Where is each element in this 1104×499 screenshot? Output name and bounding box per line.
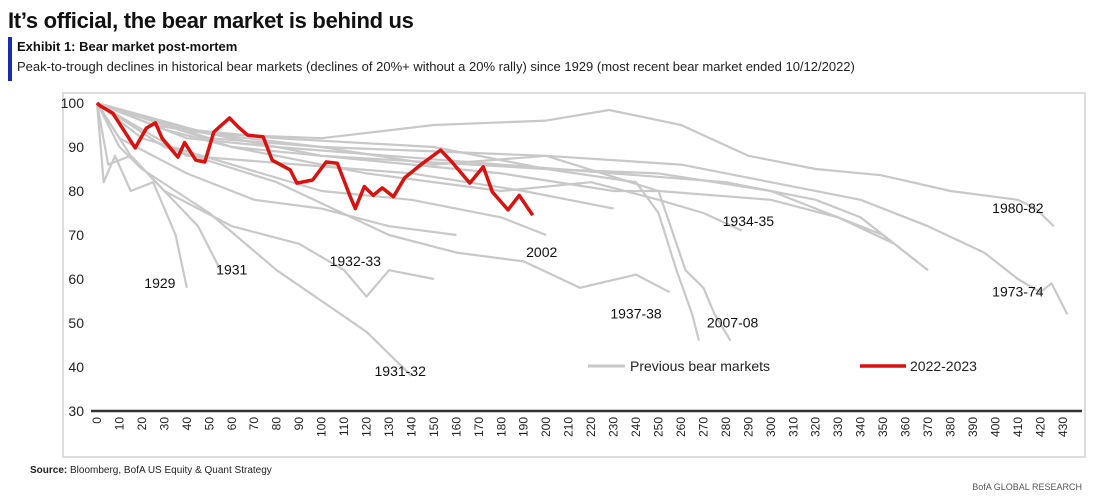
- x-tick-label: 20: [135, 417, 149, 431]
- x-tick-label: 40: [180, 417, 194, 431]
- series-annotation: 1931: [216, 262, 247, 278]
- series-annotation: 2002: [526, 244, 557, 260]
- x-tick-label: 380: [943, 417, 957, 437]
- source-note: Source: Bloomberg, BofA US Equity & Quan…: [30, 465, 272, 476]
- x-tick-label: 370: [921, 417, 935, 437]
- x-tick-label: 110: [337, 417, 351, 436]
- x-tick-label: 100: [315, 417, 329, 437]
- previous-bear-market-line: [96, 102, 457, 237]
- y-tick-label: 30: [68, 403, 84, 419]
- x-tick-label: 220: [584, 417, 598, 437]
- chart-frame: [62, 92, 1086, 458]
- x-tick-label: 160: [449, 417, 463, 437]
- previous-bear-market-line: [96, 101, 929, 272]
- x-tick-label: 180: [494, 417, 508, 437]
- x-tick-label: 340: [854, 417, 868, 437]
- x-tick-label: 390: [966, 417, 980, 437]
- x-tick-label: 230: [607, 417, 621, 437]
- y-tick-label: 40: [68, 359, 84, 375]
- x-tick-label: 120: [360, 417, 374, 437]
- y-tick-label: 90: [68, 139, 84, 155]
- x-tick-label: 190: [517, 417, 531, 437]
- x-tick-label: 300: [764, 417, 778, 437]
- x-tick-label: 60: [225, 417, 239, 431]
- previous-bear-market-line: [96, 101, 895, 245]
- x-tick-label: 430: [1056, 417, 1070, 437]
- x-tick-label: 10: [112, 417, 126, 431]
- x-tick-label: 410: [1011, 417, 1025, 437]
- chart-subtitle: Peak-to-trough declines in historical be…: [17, 59, 855, 74]
- page-title: It’s official, the bear market is behind…: [8, 8, 414, 33]
- y-tick-label: 50: [68, 315, 84, 331]
- x-tick-label: 130: [382, 417, 396, 437]
- series-annotation: 1932-33: [330, 253, 382, 269]
- exhibit-accent-bar: [8, 37, 12, 81]
- x-tick-label: 170: [472, 417, 486, 437]
- series-annotation: 1973-74: [992, 284, 1044, 300]
- brand-label: BofA GLOBAL RESEARCH: [972, 482, 1082, 492]
- x-tick-label: 210: [562, 417, 576, 437]
- legend-previous-label: Previous bear markets: [630, 358, 770, 374]
- x-tick-label: 260: [674, 417, 688, 437]
- series-annotation: 1937-38: [610, 306, 662, 322]
- x-tick-label: 150: [427, 417, 441, 437]
- x-tick-label: 290: [741, 417, 755, 437]
- x-tick-label: 310: [786, 417, 800, 437]
- previous-bear-market-line: [96, 102, 413, 377]
- x-tick-label: 280: [719, 417, 733, 437]
- current-bear-market-line: [95, 101, 535, 217]
- y-tick-label: 100: [61, 95, 85, 111]
- series-annotation: 2007-08: [707, 314, 759, 330]
- source-label: Source:: [30, 465, 68, 476]
- x-tick-label: 270: [696, 417, 710, 437]
- x-tick-label: 80: [270, 417, 284, 431]
- x-tick-label: 30: [157, 417, 171, 431]
- x-tick-label: 140: [404, 417, 418, 437]
- previous-bear-market-line: [96, 101, 743, 232]
- x-tick-label: 330: [831, 417, 845, 437]
- previous-bear-market-line: [96, 101, 1069, 315]
- x-tick-label: 200: [539, 417, 553, 437]
- x-tick-label: 90: [292, 417, 306, 431]
- series-annotation: 1929: [144, 275, 175, 291]
- previous-bear-market-line: [96, 102, 671, 294]
- x-tick-label: 0: [90, 417, 104, 424]
- y-tick-label: 70: [68, 227, 84, 243]
- series-annotation: 1980-82: [992, 200, 1044, 216]
- previous-bear-market-line: [96, 102, 435, 298]
- previous-bear-market-line: [95, 102, 188, 289]
- legend-current-label: 2022-2023: [910, 358, 977, 374]
- series-annotation: 1934-35: [723, 213, 775, 229]
- y-tick-label: 80: [68, 183, 84, 199]
- x-tick-label: 350: [876, 417, 890, 437]
- x-tick-label: 400: [988, 417, 1002, 437]
- x-tick-label: 70: [247, 417, 261, 431]
- x-tick-label: 250: [652, 417, 666, 437]
- series-annotation: 1931-32: [375, 363, 427, 379]
- previous-bear-market-line: [96, 101, 700, 341]
- x-tick-label: 360: [899, 417, 913, 437]
- x-tick-label: 320: [809, 417, 823, 437]
- previous-bear-market-line: [96, 101, 918, 263]
- y-tick-label: 60: [68, 271, 84, 287]
- x-tick-label: 420: [1033, 417, 1047, 437]
- source-text: Bloomberg, BofA US Equity & Quant Strate…: [67, 465, 272, 476]
- x-tick-label: 240: [629, 417, 643, 437]
- exhibit-title: Exhibit 1: Bear market post-mortem: [17, 39, 238, 54]
- x-tick-label: 50: [202, 417, 216, 431]
